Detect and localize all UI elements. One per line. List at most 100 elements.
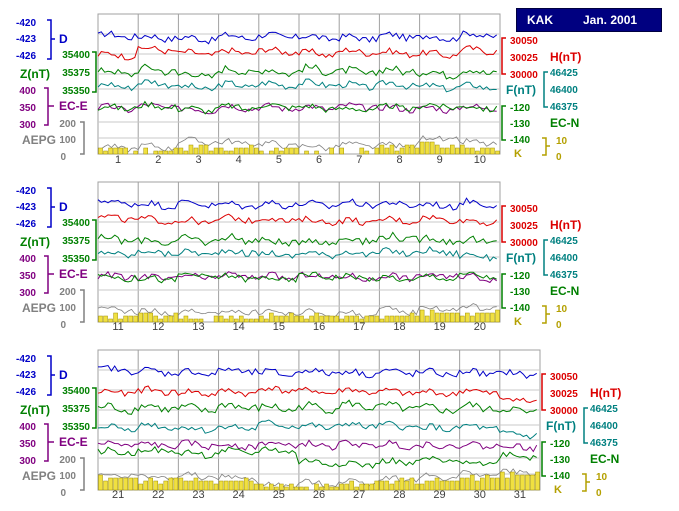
f-tick-label: 46375 [550, 270, 578, 281]
k-index-bar [469, 474, 475, 491]
k-index-bar [108, 477, 113, 491]
series-z-line [97, 399, 537, 415]
k-index-bar [464, 477, 470, 491]
ecn-tick-label: -140 [510, 135, 530, 146]
k-index-bar [334, 315, 339, 323]
k-index-bar [223, 480, 229, 491]
day-label: 31 [514, 489, 526, 501]
f-axis-bracket [543, 239, 548, 276]
k-index-bar [480, 312, 485, 323]
day-label: 22 [152, 489, 164, 501]
k-index-bar [424, 480, 430, 491]
aepg-axis-label: AEPG [22, 301, 56, 315]
day-label: 3 [195, 154, 201, 166]
day-label: 5 [276, 154, 282, 166]
k-index-bar [399, 147, 405, 155]
k-index-bar [243, 318, 249, 323]
h-axis-bracket [501, 205, 506, 243]
f-axis-bracket [543, 71, 548, 108]
ece-axis-bracket [44, 255, 54, 294]
k-index-bar [379, 318, 385, 323]
k-index-bar [314, 483, 319, 491]
aepg-tick-label: 0 [60, 488, 66, 499]
k-index-bar [485, 147, 490, 155]
aepg-axis-label: AEPG [22, 133, 56, 147]
k-index-bar [289, 312, 294, 323]
h-tick-label: 30050 [550, 372, 578, 383]
k-index-bar [238, 315, 244, 323]
k-index-bar [369, 315, 375, 323]
k-index-bar [379, 480, 385, 491]
z-axis-bracket [92, 219, 97, 261]
panel-2: 11 12 13 14 15 16 17 18 19 20 -420 -423 -426 D 35400 35… [16, 181, 581, 333]
k-index-bar [98, 315, 103, 323]
aepg-tick-label: 200 [59, 455, 76, 466]
day-label: 29 [433, 489, 445, 501]
f-tick-label: 46375 [550, 102, 578, 113]
series-h-line [97, 213, 498, 227]
k-index-bar [455, 147, 460, 155]
z-tick-label: 35350 [62, 422, 90, 433]
k-index-bar [228, 480, 234, 491]
k-index-bar [429, 480, 435, 491]
series-ece-line [97, 439, 538, 453]
h-tick-label: 30050 [510, 204, 538, 215]
d-tick-label: -426 [16, 51, 36, 62]
d-tick-label: -420 [16, 18, 36, 29]
k-index-bar [103, 315, 108, 323]
k-index-bar [203, 480, 209, 491]
chart-title-box: KAK Jan. 2001 [516, 8, 662, 32]
k-index-bar [490, 477, 495, 491]
day-label: 18 [393, 321, 405, 333]
series-z-line [97, 63, 497, 80]
k-index-bar [459, 477, 465, 491]
k-index-bar [450, 312, 455, 323]
d-axis-label: D [59, 368, 68, 382]
k-index-bar [450, 144, 455, 155]
k-index-bar [294, 147, 299, 155]
k-index-bar [228, 150, 234, 155]
k-index-bar [324, 315, 329, 323]
period-label: Jan. 2001 [583, 13, 638, 27]
k-index-bar [233, 480, 239, 491]
k-index-bar [535, 471, 540, 491]
day-label: 15 [273, 321, 285, 333]
k-index-bar [118, 318, 123, 323]
k-index-bar [485, 474, 490, 491]
k-index-bar [269, 483, 274, 491]
k-index-bar [304, 318, 309, 323]
ece-tick-label: 400 [19, 254, 36, 265]
series-d-line [97, 30, 498, 45]
k-index-bar [439, 147, 445, 155]
k-index-bar [374, 315, 380, 323]
k-axis-bracket [582, 473, 590, 492]
k-index-bar [329, 315, 334, 323]
ecn-tick-label: -120 [550, 439, 570, 450]
k-index-bar [138, 312, 143, 323]
k-index-bar [173, 312, 179, 323]
z-tick-label: 35350 [62, 86, 90, 97]
k-index-bar [419, 141, 425, 155]
k-index-bar [103, 480, 108, 491]
f-tick-label: 46375 [590, 438, 618, 449]
aepg-axis-bracket [80, 457, 85, 491]
series-d-line [97, 197, 497, 211]
d-axis-bracket [47, 19, 55, 60]
day-label: 14 [233, 321, 245, 333]
k-index-bar [238, 147, 244, 155]
k-index-bar [490, 147, 495, 155]
k-index-bar [153, 150, 159, 155]
k-index-bar [168, 150, 174, 155]
k-index-bar [329, 147, 334, 155]
k-index-bar [218, 315, 224, 323]
d-tick-label: -420 [16, 186, 36, 197]
k-index-bar [183, 480, 189, 491]
f-axis-label: F(nT) [506, 83, 536, 97]
k-index-bar [193, 477, 199, 491]
h-axis-label: H(nT) [550, 218, 581, 232]
k-index-bar [113, 312, 118, 323]
k-index-bar [520, 474, 525, 491]
k-index-bar [449, 480, 455, 491]
k-tick-label: 10 [556, 304, 568, 315]
